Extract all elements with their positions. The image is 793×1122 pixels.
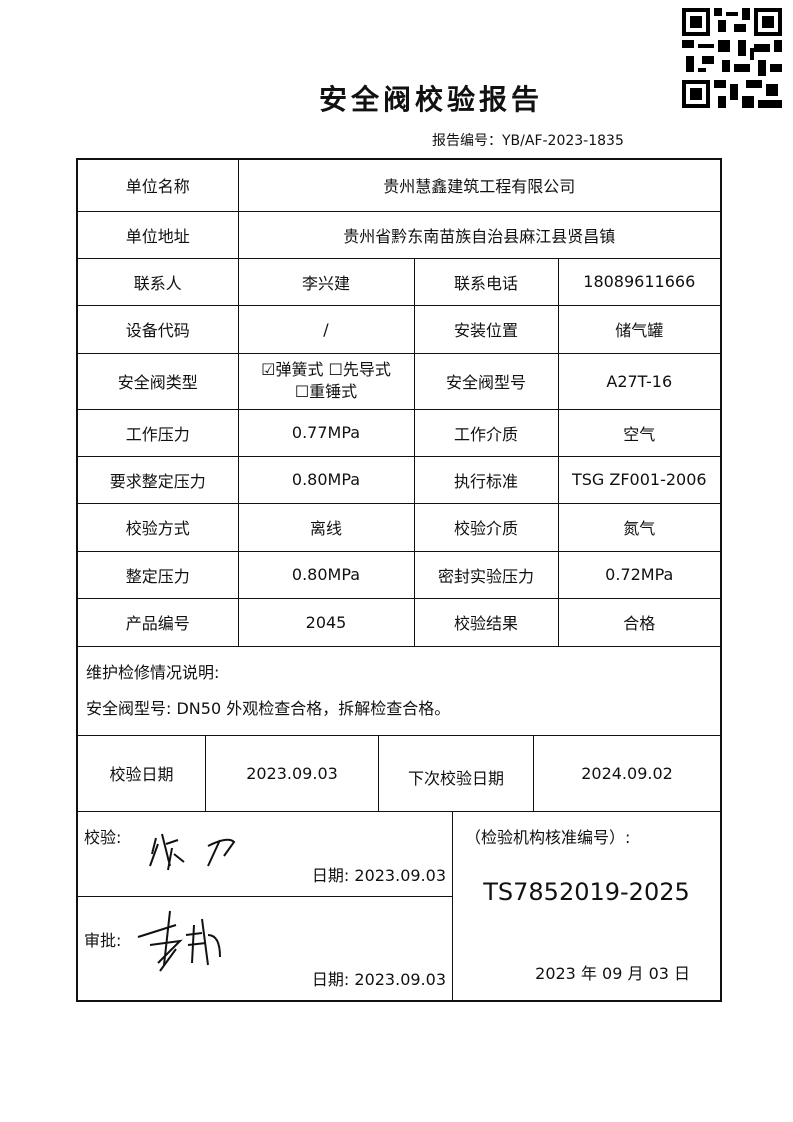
table-row: 单位名称 贵州慧鑫建筑工程有限公司 bbox=[76, 158, 722, 212]
field-label: 单位名称 bbox=[76, 158, 239, 212]
table-row: 整定压力 0.80MPa 密封实验压力 0.72MPa bbox=[76, 550, 722, 599]
field-label: 工作压力 bbox=[76, 408, 239, 457]
field-label: 整定压力 bbox=[76, 550, 239, 599]
table-row: 要求整定压力 0.80MPa 执行标准 TSG ZF001-2006 bbox=[76, 455, 722, 504]
next-check-date-value: 2024.09.02 bbox=[581, 763, 673, 783]
field-value: 氮气 bbox=[557, 502, 722, 552]
checker-label: 校验: bbox=[84, 827, 122, 847]
check-date-value: 2023.09.03 bbox=[206, 735, 379, 811]
field-value: 储气罐 bbox=[557, 304, 722, 354]
field-label: 校验结果 bbox=[413, 597, 559, 647]
table-row: 产品编号 2045 校验结果 合格 bbox=[76, 597, 722, 647]
field-value: TSG ZF001-2006 bbox=[557, 455, 722, 504]
approver-signature bbox=[137, 910, 221, 972]
notes-cell: 维护检修情况说明: 安全阀型号: DN50 外观检查合格，拆解检查合格。 bbox=[76, 645, 722, 736]
page-title: 安全阀校验报告 bbox=[318, 83, 543, 116]
qr-code bbox=[682, 8, 782, 108]
field-value: 贵州慧鑫建筑工程有限公司 bbox=[237, 158, 722, 212]
field-value: 18089611666 bbox=[557, 257, 722, 306]
table-row: 单位地址 贵州省黔东南苗族自治县麻江县贤昌镇 bbox=[76, 210, 722, 259]
report-number: 报告编号：YB/AF-2023-1835 bbox=[432, 133, 624, 149]
org-code: TS7852019-2025 bbox=[483, 877, 690, 906]
field-value: 合格 bbox=[557, 597, 722, 647]
table-row: 工作压力 0.77MPa 工作介质 空气 bbox=[76, 408, 722, 457]
field-label: 安全阀型号 bbox=[413, 352, 559, 410]
approver-date: 日期: 2023.09.03 bbox=[311, 969, 446, 989]
valve-type-option: ☐重锤式 bbox=[294, 382, 358, 401]
report-table: 单位名称 贵州慧鑫建筑工程有限公司 单位地址 贵州省黔东南苗族自治县麻江县贤昌镇 联系人… bbox=[76, 158, 723, 1002]
field-label: 工作介质 bbox=[413, 408, 559, 457]
table-row: 联系人 李兴建 联系电话 18089611666 bbox=[76, 257, 722, 306]
field-label: 要求整定压力 bbox=[76, 455, 239, 504]
field-label: 产品编号 bbox=[76, 597, 239, 647]
field-value: 2045 bbox=[237, 597, 415, 647]
approver-label: 审批: bbox=[84, 930, 122, 950]
valve-type-options: ☑弹簧式 ☐先导式 ☐重锤式 bbox=[237, 352, 415, 410]
table-row: 安全阀类型 ☑弹簧式 ☐先导式 ☐重锤式 安全阀型号 A27T-16 bbox=[76, 352, 722, 410]
field-label: 联系人 bbox=[76, 257, 239, 306]
field-label: 密封实验压力 bbox=[413, 550, 559, 599]
notes-label: 维护检修情况说明: bbox=[86, 662, 220, 682]
approver-block: 审批: 日期: 2023.09.03 bbox=[78, 897, 452, 1000]
field-value: A27T-16 bbox=[557, 352, 722, 410]
checker-signature bbox=[149, 833, 236, 870]
field-value: 0.72MPa bbox=[557, 550, 722, 599]
notes-text: 安全阀型号: DN50 外观检查合格，拆解检查合格。 bbox=[86, 698, 451, 718]
field-label: 安全阀类型 bbox=[76, 352, 239, 410]
field-label: 联系电话 bbox=[413, 257, 559, 306]
field-value: 空气 bbox=[557, 408, 722, 457]
field-label: 执行标准 bbox=[413, 455, 559, 504]
check-date-label: 校验日期 bbox=[78, 735, 206, 811]
valve-type-option: ☑弹簧式 ☐先导式 bbox=[261, 360, 391, 379]
field-label: 设备代码 bbox=[76, 304, 239, 354]
field-value: 李兴建 bbox=[237, 257, 415, 306]
checker-block: 校验: 日期: 2023.09.03 bbox=[78, 812, 452, 897]
org-block: （检验机构核准编号）: TS7852019-2025 2023 年 09 月 0… bbox=[453, 812, 720, 1000]
next-check-date-label: 下次校验日期 bbox=[379, 735, 534, 811]
org-date: 2023 年 09 月 03 日 bbox=[535, 963, 691, 983]
field-label: 安装位置 bbox=[413, 304, 559, 354]
field-value: 离线 bbox=[237, 502, 415, 552]
checker-date: 日期: 2023.09.03 bbox=[311, 865, 446, 885]
table-row: 校验方式 离线 校验介质 氮气 bbox=[76, 502, 722, 552]
field-label: 校验介质 bbox=[413, 502, 559, 552]
field-value: 0.77MPa bbox=[237, 408, 415, 457]
field-value: 0.80MPa bbox=[237, 455, 415, 504]
field-label: 单位地址 bbox=[76, 210, 239, 259]
field-value: 贵州省黔东南苗族自治县麻江县贤昌镇 bbox=[237, 210, 722, 259]
field-value: 0.80MPa bbox=[237, 550, 415, 599]
org-label: （检验机构核准编号）: bbox=[465, 827, 631, 847]
table-row: 设备代码 / 安装位置 储气罐 bbox=[76, 304, 722, 354]
field-label: 校验方式 bbox=[76, 502, 239, 552]
field-value: / bbox=[237, 304, 415, 354]
